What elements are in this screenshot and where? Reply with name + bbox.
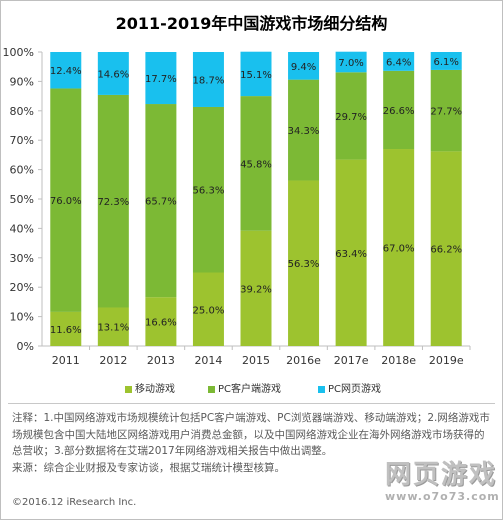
bar-segment: [192, 106, 224, 273]
bar-segment: [50, 52, 82, 89]
bar-segment: [430, 69, 462, 152]
x-tick-label: 2018e: [381, 354, 416, 367]
bar-segment: [192, 52, 224, 107]
notes: 注释：1.中国网络游戏市场规模统计包括PC客户端游戏、PC浏览器端游戏、移动端游…: [12, 410, 490, 476]
bar-segment: [430, 151, 462, 346]
data-label: 9.4%: [291, 62, 316, 73]
copyright: ©2016.12 iResearch Inc.: [12, 497, 137, 508]
data-label: 65.7%: [145, 197, 177, 208]
chart-legend: 移动游戏 PC客户端游戏 PC网页游戏: [0, 380, 503, 396]
x-tick-label: 2019e: [429, 354, 464, 367]
legend-label: 移动游戏: [135, 384, 175, 395]
y-tick-label: 50%: [10, 193, 34, 206]
data-label: 7.0%: [338, 58, 363, 69]
bar-segment: [383, 52, 415, 71]
data-label: 15.1%: [240, 70, 272, 81]
watermark-url: www.o7o73.com: [385, 490, 500, 503]
legend-item: 移动游戏: [125, 380, 175, 395]
legend-swatch: [318, 385, 325, 393]
bar-segment: [145, 52, 177, 105]
stacked-bar-chart: 0% 10% 20% 30% 40% 50% 60% 70% 80% 90% 100% 11.6% 76…: [3, 46, 471, 367]
bar-segment: [383, 70, 415, 150]
data-label: 18.7%: [193, 75, 225, 86]
data-label: 13.1%: [97, 323, 129, 334]
y-tick-label: 10%: [10, 311, 34, 324]
bar-segment: [50, 311, 82, 346]
bar-segment: [383, 149, 415, 346]
data-label: 14.6%: [97, 69, 129, 80]
y-tick-label: 30%: [10, 252, 34, 265]
y-tick-label: 20%: [10, 281, 34, 294]
watermark-logo: 网页游戏 www.o7o73.com: [385, 460, 500, 516]
bar-segment: [240, 96, 272, 231]
note-text: 注释：1.中国网络游戏市场规模统计包括PC客户端游戏、PC浏览器端游戏、移动端游…: [12, 412, 490, 457]
data-label: 25.0%: [193, 305, 225, 316]
x-tick-label: 2015: [242, 354, 270, 367]
y-tick-label: 100%: [3, 46, 34, 59]
bar-segment: [192, 272, 224, 346]
bar-segment: [50, 88, 82, 312]
y-tick-label: 60%: [10, 164, 34, 177]
bar-segment: [240, 51, 272, 97]
legend-item: PC网页游戏: [318, 380, 381, 395]
x-tick-label: 2011: [52, 354, 80, 367]
bar-segment: [145, 297, 177, 346]
bar-segment: [97, 307, 129, 346]
legend-swatch: [125, 385, 132, 393]
divider: [8, 403, 495, 404]
bar-segment: [430, 52, 462, 70]
bar-segment: [335, 159, 367, 346]
data-label: 26.6%: [383, 106, 415, 117]
bar-segment: [288, 79, 320, 181]
data-label: 27.7%: [430, 107, 462, 118]
legend-label: PC客户端游戏: [218, 384, 282, 395]
data-label: 72.3%: [97, 197, 129, 208]
data-label: 6.4%: [386, 57, 411, 68]
y-tick-label: 40%: [10, 222, 34, 235]
data-label: 11.6%: [50, 325, 82, 336]
x-tick-label: 2016e: [286, 354, 321, 367]
x-tick-label: 2012: [99, 354, 127, 367]
bar-segment: [288, 180, 320, 346]
data-label: 39.2%: [240, 284, 272, 295]
bar-segment: [97, 52, 129, 95]
data-label: 63.4%: [335, 249, 367, 260]
data-label: 34.3%: [288, 126, 320, 137]
bar-segment: [335, 72, 367, 160]
source-text: 来源：综合企业财报及专家访谈，根据艾瑞统计模型核算。: [12, 461, 285, 474]
y-tick-label: 80%: [10, 105, 34, 118]
data-label: 76.0%: [50, 196, 82, 207]
x-tick-label: 2013: [147, 354, 175, 367]
legend-swatch: [208, 385, 215, 393]
data-label: 45.8%: [240, 159, 272, 170]
data-label: 56.3%: [288, 259, 320, 270]
chart-title: 2011-2019年中国游戏市场细分结构: [115, 14, 388, 33]
bar-segment: [240, 230, 272, 346]
data-label: 6.1%: [434, 57, 459, 68]
y-tick-label: 0%: [17, 340, 34, 353]
bar-segment: [335, 51, 367, 73]
x-tick-label: 2017e: [334, 354, 369, 367]
legend-item: PC客户端游戏: [208, 380, 281, 395]
data-label: 12.4%: [50, 66, 82, 77]
legend-label: PC网页游戏: [328, 384, 382, 395]
data-label: 17.7%: [145, 74, 177, 85]
bar-segment: [145, 104, 177, 298]
x-tick-label: 2014: [194, 354, 222, 367]
y-tick-label: 70%: [10, 134, 34, 147]
data-label: 67.0%: [383, 244, 415, 255]
data-label: 29.7%: [335, 112, 367, 123]
watermark-main: 网页游戏: [385, 460, 498, 490]
y-tick-label: 90%: [10, 75, 34, 88]
bar-segment: [97, 94, 129, 308]
bar-segment: [288, 52, 320, 80]
data-label: 66.2%: [430, 245, 462, 256]
data-label: 16.6%: [145, 318, 177, 329]
data-label: 56.3%: [193, 186, 225, 197]
